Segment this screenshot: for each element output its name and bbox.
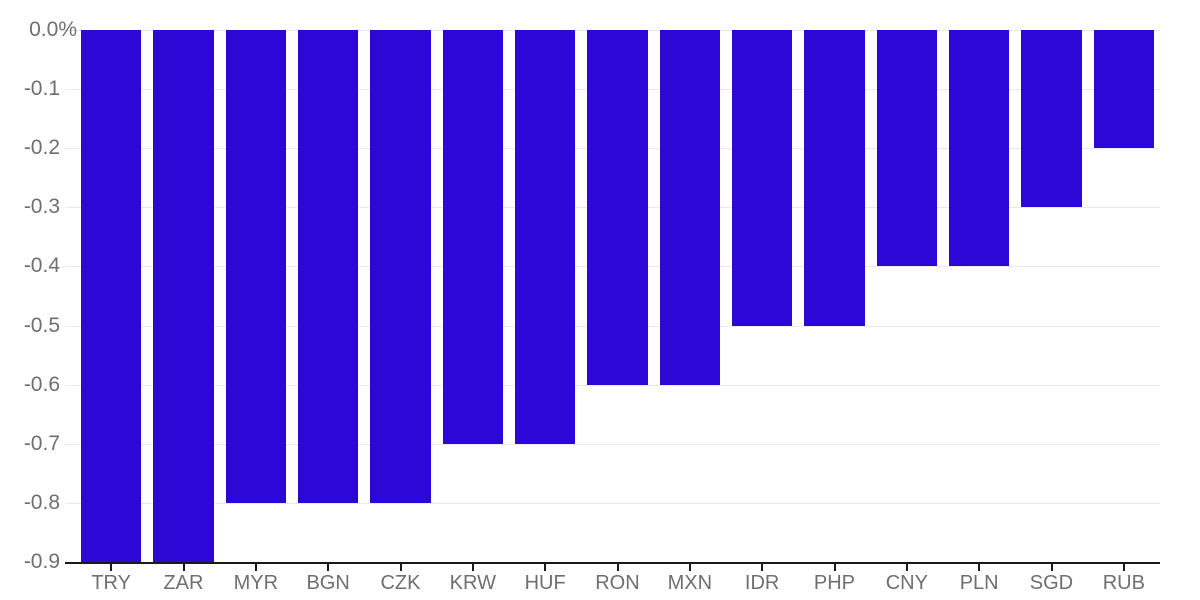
bar-sgd[interactable] [1021, 30, 1082, 208]
y-tick-label: -0.2 [23, 136, 60, 159]
x-tick-label: PLN [959, 572, 999, 594]
y-tick-label: -0.4 [23, 254, 60, 277]
bar-try[interactable] [81, 30, 142, 562]
y-tick-label: -0.7 [23, 432, 60, 455]
y-tick-label: 0.0% [29, 18, 77, 41]
x-tick-label: KRW [449, 572, 496, 594]
x-tick-label: PHP [813, 572, 855, 594]
bar-pln[interactable] [949, 30, 1010, 267]
x-tick-label: SGD [1029, 572, 1074, 594]
y-tick-label: -0.6 [23, 373, 60, 396]
y-tick-label: -0.5 [23, 314, 60, 337]
x-tick [110, 564, 113, 571]
x-tick [544, 564, 547, 571]
x-tick [833, 564, 836, 571]
x-tick [978, 564, 981, 571]
x-tick [1050, 564, 1053, 571]
bar-mxn[interactable] [659, 30, 720, 385]
x-tick-label: RUB [1102, 572, 1145, 594]
x-tick [905, 564, 908, 571]
gridline [65, 444, 1160, 445]
x-tick-label: RON [595, 572, 640, 594]
x-tick-label: HUF [524, 572, 566, 594]
x-tick [254, 564, 257, 571]
x-tick-label: ZAR [163, 572, 204, 594]
y-tick-label: -0.9 [23, 550, 60, 573]
y-tick-label: -0.3 [23, 195, 60, 218]
x-tick-label: CNY [885, 572, 928, 594]
x-tick [688, 564, 691, 571]
x-tick [182, 564, 185, 571]
x-tick [1122, 564, 1125, 571]
gridline [65, 503, 1160, 504]
bar-ron[interactable] [587, 30, 648, 385]
x-tick-label: TRY [91, 572, 131, 594]
x-tick-label: MXN [667, 572, 713, 594]
x-tick-label: MYR [233, 572, 279, 594]
x-tick [327, 564, 330, 571]
x-tick-label: CZK [380, 572, 421, 594]
y-tick-label: -0.8 [23, 491, 60, 514]
bar-idr[interactable] [732, 30, 793, 326]
gridline [65, 385, 1160, 386]
x-tick [616, 564, 619, 571]
x-tick [761, 564, 764, 571]
bar-krw[interactable] [442, 30, 503, 444]
bar-czk[interactable] [370, 30, 431, 503]
x-axis-line [65, 562, 1160, 564]
bar-cny[interactable] [876, 30, 937, 267]
bar-bgn[interactable] [298, 30, 359, 503]
x-tick-label: IDR [744, 572, 780, 594]
y-tick-label: -0.1 [23, 77, 60, 100]
bar-php[interactable] [804, 30, 865, 326]
bar-rub[interactable] [1093, 30, 1154, 149]
x-tick [471, 564, 474, 571]
x-tick-label: BGN [306, 572, 350, 594]
x-tick [399, 564, 402, 571]
bar-zar[interactable] [153, 30, 214, 562]
bar-myr[interactable] [225, 30, 286, 503]
bar-huf[interactable] [515, 30, 576, 444]
